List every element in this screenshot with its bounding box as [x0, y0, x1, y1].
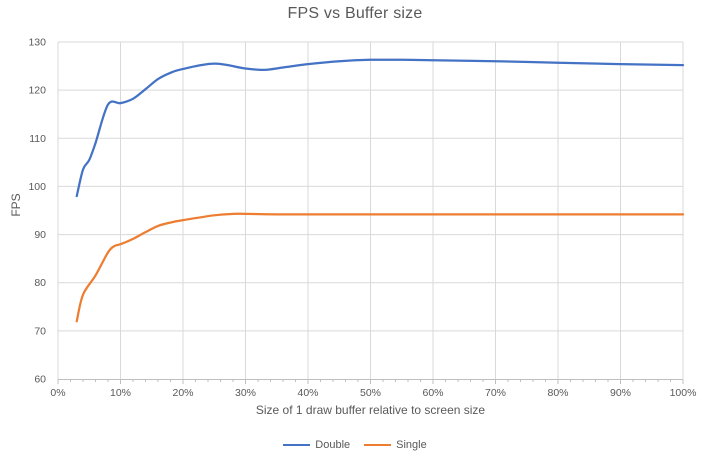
legend: Double Single	[0, 437, 710, 453]
legend-line-double	[283, 443, 311, 447]
x-tick-label: 60%	[422, 387, 443, 399]
legend-label-double: Double	[315, 439, 351, 451]
legend-item-single: Single	[364, 439, 427, 451]
x-tick-label: 10%	[110, 387, 131, 399]
series-line-double	[75, 58, 685, 198]
x-tick-label: 50%	[360, 387, 381, 399]
x-axis-title: Size of 1 draw buffer relative to screen…	[255, 403, 486, 417]
x-tick-label: 0%	[50, 387, 65, 399]
y-tick-label: 130	[28, 37, 46, 49]
y-tick-label: 110	[29, 133, 46, 145]
y-axis-title: FPS	[9, 193, 23, 217]
x-tick-label: 100%	[670, 387, 697, 399]
y-tick-label: 100	[28, 181, 46, 193]
chart-title: FPS vs Buffer size	[287, 5, 423, 22]
x-tick-label: 30%	[235, 387, 256, 399]
legend-item-double: Double	[283, 439, 350, 451]
x-tick-label: 90%	[610, 387, 631, 399]
y-tick-label: 80	[34, 277, 46, 289]
x-tick-label: 20%	[172, 387, 193, 399]
series-line-single	[75, 212, 685, 323]
y-tick-label: 120	[28, 85, 46, 97]
legend-label-single: Single	[396, 439, 427, 451]
x-tick-label: 70%	[485, 387, 506, 399]
x-tick-label: 80%	[547, 387, 568, 399]
x-tick-label: 40%	[297, 387, 318, 399]
y-tick-label: 90	[34, 229, 46, 241]
y-tick-label: 70	[34, 325, 46, 337]
y-tick-label: 60	[34, 374, 46, 386]
legend-line-single	[364, 443, 392, 447]
